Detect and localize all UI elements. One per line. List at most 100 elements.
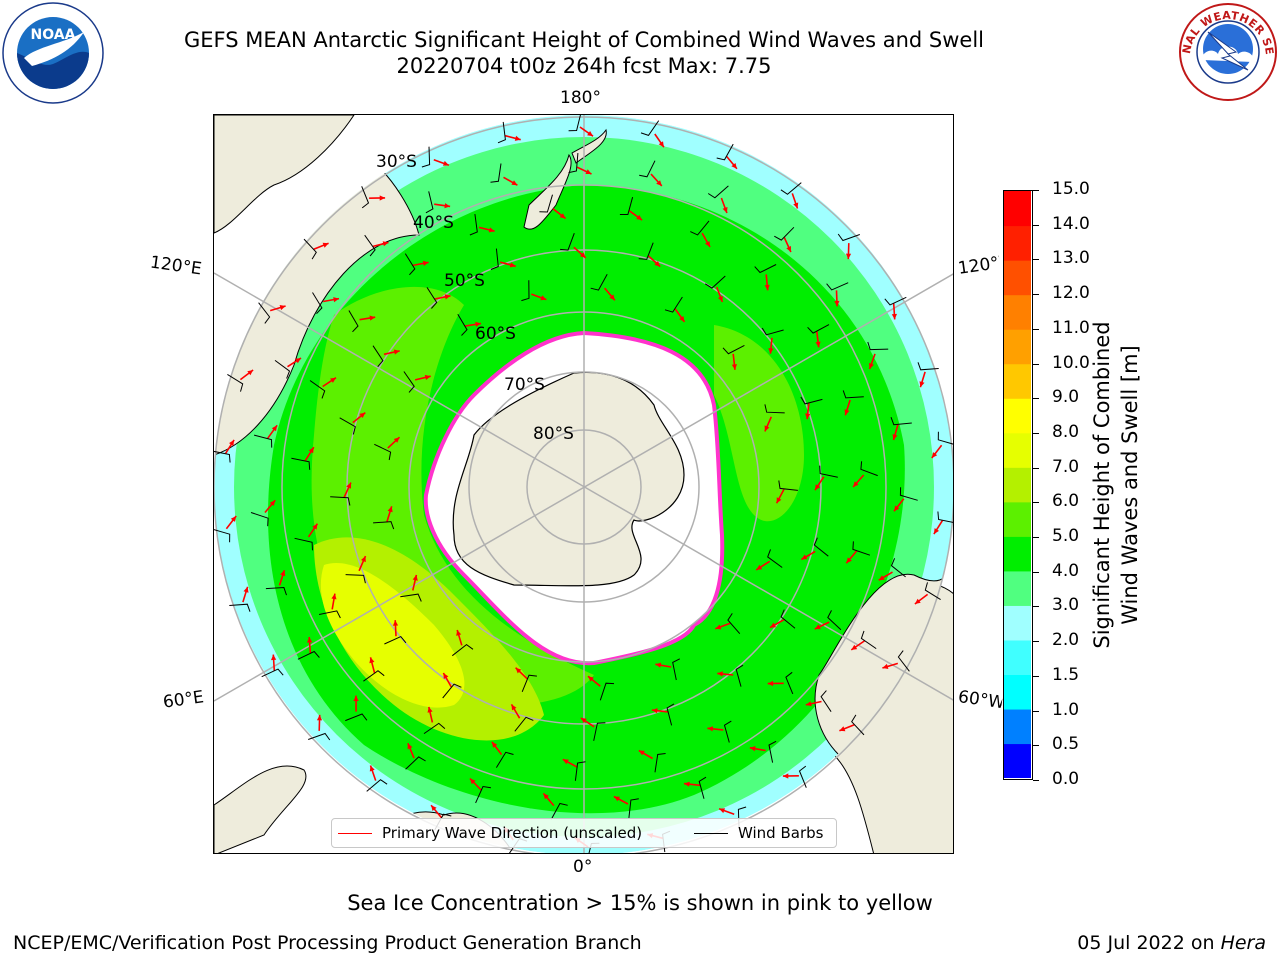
lon-label-0: 0° bbox=[573, 857, 593, 877]
wind-barb bbox=[421, 146, 431, 168]
wind-barb bbox=[442, 683, 462, 699]
legend-item-wind-barbs: Wind Barbs bbox=[694, 824, 823, 842]
wave-arrow-head bbox=[786, 246, 791, 252]
wave-arrow-head bbox=[491, 741, 498, 748]
wind-barb bbox=[265, 586, 287, 596]
wave-arrow-head bbox=[444, 203, 451, 209]
wind-barb bbox=[339, 417, 356, 435]
colorbar bbox=[1003, 190, 1033, 780]
lon-label-60e: 60°E bbox=[161, 687, 206, 713]
wind-barbs bbox=[214, 115, 953, 853]
wind-barb bbox=[654, 753, 666, 773]
wind-barb bbox=[599, 682, 615, 701]
wave-arrow-head bbox=[280, 570, 286, 577]
wind-barb bbox=[490, 248, 499, 270]
wind-barb bbox=[514, 716, 534, 732]
wave-arrow-head bbox=[919, 381, 925, 388]
wind-barb bbox=[778, 480, 798, 491]
wind-barb bbox=[735, 664, 744, 687]
colorbar-swatch bbox=[1004, 536, 1031, 572]
wind-barb bbox=[780, 182, 802, 195]
wind-barb bbox=[425, 191, 434, 214]
wave-arrow-head bbox=[654, 261, 661, 267]
wave-arrow-head bbox=[361, 556, 366, 563]
land-outside-nw bbox=[214, 115, 355, 234]
colorbar-tick-mark bbox=[1033, 675, 1039, 677]
wind-barb bbox=[495, 751, 514, 768]
colorbar-swatch bbox=[1004, 191, 1031, 227]
wave-arrow-head bbox=[295, 358, 301, 364]
wave-arrow-head bbox=[424, 374, 431, 380]
colorbar-label: Significant Height of Combined Wind Wave… bbox=[1088, 275, 1144, 695]
wave-arrow-head bbox=[851, 644, 858, 650]
wind-barb bbox=[672, 658, 681, 681]
lon-label-120w: 120°W bbox=[956, 253, 1002, 279]
colorbar-tick-mark bbox=[1033, 710, 1039, 712]
wave-arrow-head bbox=[782, 773, 789, 779]
colorbar-tick-mark bbox=[1033, 328, 1039, 330]
wind-barb bbox=[813, 537, 829, 557]
wind-barb bbox=[704, 275, 726, 289]
wind-barb bbox=[258, 302, 271, 324]
wind-barb bbox=[937, 511, 953, 523]
wind-barb bbox=[274, 359, 291, 379]
wave-arrow-head bbox=[793, 202, 799, 209]
wave-arrow-head bbox=[764, 425, 770, 432]
wave-arrow-head bbox=[613, 796, 620, 802]
wind-barb bbox=[768, 740, 777, 763]
wind-barb bbox=[297, 650, 320, 660]
colorbar-tick-label: 8.0 bbox=[1052, 421, 1080, 442]
wind-barb bbox=[348, 310, 359, 333]
wave-band-7m bbox=[320, 563, 465, 708]
colorbar-tick-label: 6.0 bbox=[1052, 491, 1080, 512]
colorbar-swatch bbox=[1004, 398, 1031, 434]
wind-barb bbox=[309, 380, 326, 399]
wind-barb bbox=[497, 121, 506, 144]
wave-arrow-head bbox=[717, 671, 723, 677]
colorbar-tick-label: 7.0 bbox=[1052, 456, 1080, 477]
wind-barb bbox=[937, 431, 953, 445]
wave-arrow-head bbox=[331, 593, 337, 600]
wind-barb bbox=[785, 671, 794, 695]
wave-arrow-head bbox=[353, 695, 359, 701]
lat-label-80s: 80°S bbox=[533, 424, 574, 444]
colorbar-label-line2: Wind Waves and Swell [m] bbox=[1118, 345, 1142, 625]
wave-arrow-head bbox=[894, 505, 900, 512]
wave-arrow-head bbox=[443, 673, 449, 679]
colorbar-tick-mark bbox=[1033, 294, 1039, 296]
wind-barb bbox=[842, 390, 864, 399]
wind-barb bbox=[761, 327, 784, 336]
colorbar-tick-mark bbox=[1033, 190, 1039, 191]
colorbar-tick-mark bbox=[1033, 537, 1039, 539]
wind-barb bbox=[539, 194, 553, 213]
polar-map bbox=[213, 114, 954, 854]
wind-barb bbox=[826, 282, 849, 291]
colorbar-tick-label: 1.5 bbox=[1052, 664, 1080, 685]
wind-barb bbox=[860, 630, 877, 650]
noaa-logo: NOAA bbox=[2, 2, 104, 104]
wind-barb bbox=[250, 512, 269, 527]
wind-barb bbox=[229, 603, 251, 612]
wind-barb bbox=[404, 253, 416, 276]
wave-arrow-head bbox=[892, 434, 898, 440]
colorbar-swatch bbox=[1004, 639, 1031, 676]
colorbar-tick-mark bbox=[1033, 363, 1039, 365]
colorbar-tick-label: 0.0 bbox=[1052, 769, 1080, 789]
wave-arrow-head bbox=[580, 718, 587, 724]
wave-arrow-head bbox=[488, 227, 495, 233]
wind-barb bbox=[457, 313, 468, 336]
colorbar-tick-label: 14.0 bbox=[1052, 213, 1090, 234]
wave-arrow-head bbox=[638, 750, 645, 756]
wave-arrow-head bbox=[914, 598, 921, 604]
colorbar-swatch bbox=[1004, 501, 1031, 537]
wave-arrow-head bbox=[444, 294, 451, 300]
wind-barb bbox=[400, 593, 422, 602]
colorbar-tick-mark bbox=[1033, 224, 1039, 226]
wind-barb bbox=[521, 280, 530, 302]
wave-arrow-head bbox=[443, 160, 449, 166]
wind-barb bbox=[550, 802, 568, 820]
wave-arrow-head bbox=[882, 663, 889, 669]
colorbar-tick-label: 4.0 bbox=[1052, 560, 1080, 581]
wave-arrow-head bbox=[562, 759, 569, 765]
colorbar-tick-label: 5.0 bbox=[1052, 526, 1080, 547]
